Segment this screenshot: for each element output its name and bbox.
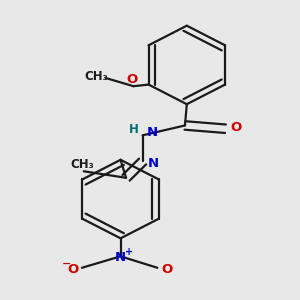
Text: −: − [62, 259, 71, 269]
Text: N: N [115, 251, 126, 265]
Text: N: N [146, 126, 158, 139]
Text: O: O [126, 73, 137, 85]
Text: O: O [230, 121, 242, 134]
Text: N: N [147, 157, 158, 169]
Text: O: O [67, 263, 78, 276]
Text: H: H [128, 123, 138, 136]
Text: CH₃: CH₃ [85, 70, 109, 83]
Text: CH₃: CH₃ [70, 158, 94, 171]
Text: +: + [124, 248, 133, 257]
Text: O: O [161, 263, 172, 276]
